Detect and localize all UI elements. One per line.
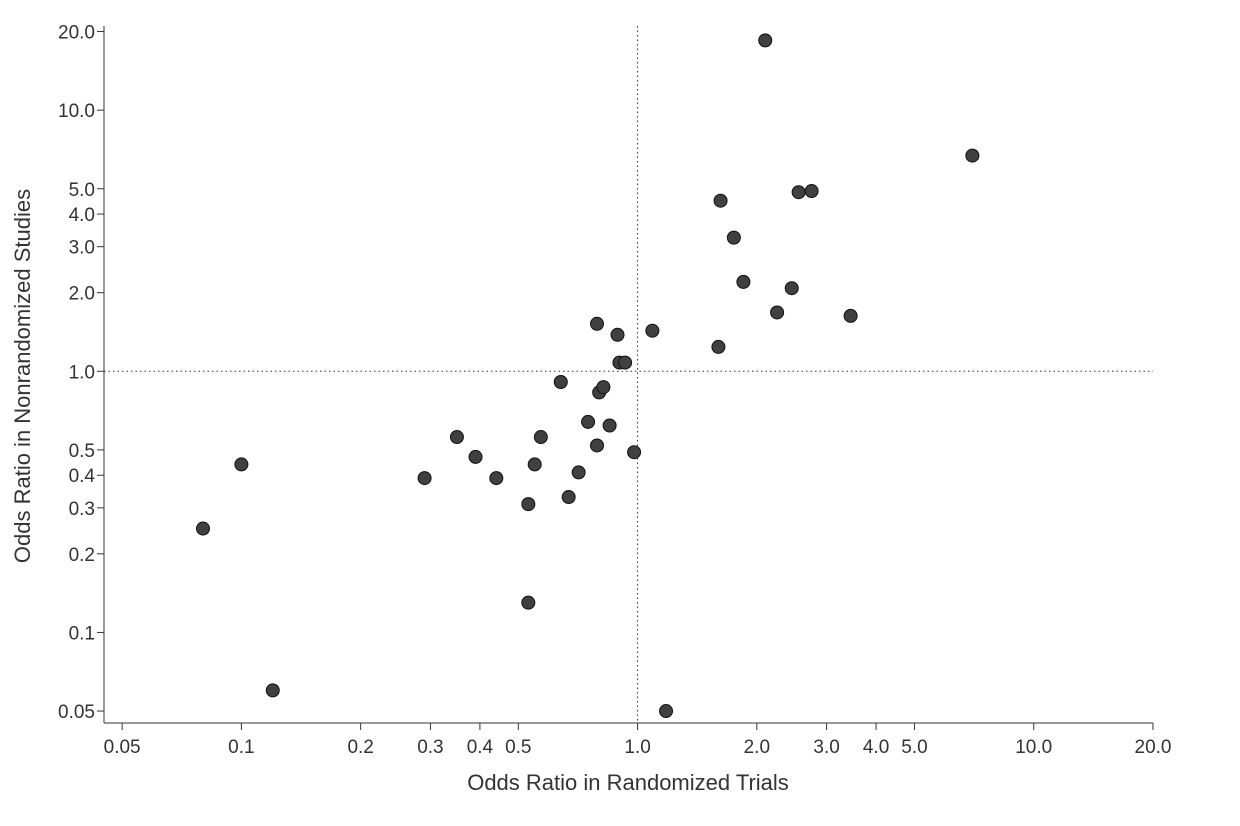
- data-point: [736, 274, 751, 289]
- x-tick-label: 10.0: [1015, 737, 1052, 758]
- x-tick-label: 0.1: [228, 737, 254, 758]
- data-point: [489, 471, 504, 486]
- data-point: [553, 374, 568, 389]
- y-tick-label: 3.0: [69, 238, 95, 259]
- data-point: [726, 230, 741, 245]
- data-point: [521, 497, 536, 512]
- y-tick-label: 0.5: [69, 441, 95, 462]
- data-point: [645, 323, 660, 338]
- data-point: [468, 449, 483, 464]
- x-tick-label: 0.2: [347, 737, 373, 758]
- x-tick-label: 1.0: [624, 737, 650, 758]
- data-point: [561, 490, 576, 505]
- data-points: [195, 33, 980, 719]
- data-point: [758, 33, 773, 48]
- data-point: [527, 457, 542, 472]
- y-tick-label: 2.0: [69, 284, 95, 305]
- y-axis-title: Odds Ratio in Nonrandomized Studies: [10, 189, 35, 563]
- y-tick-label: 0.3: [69, 499, 95, 520]
- data-point: [618, 355, 633, 370]
- data-point: [417, 471, 432, 486]
- data-point: [843, 308, 858, 323]
- data-point: [659, 704, 674, 719]
- y-tick-label: 10.0: [58, 101, 95, 122]
- y-tick-label: 20.0: [58, 23, 95, 44]
- x-tick-label: 0.05: [104, 737, 141, 758]
- data-point: [627, 445, 642, 460]
- data-point: [596, 380, 611, 395]
- x-tick-label: 20.0: [1135, 737, 1172, 758]
- data-point: [590, 316, 605, 331]
- reference-lines: [104, 26, 1153, 723]
- x-axis-ticks: 0.05 0.1 0.2 0.3 0.4 0.5 1.0 2.0 3.0 4.0 5.0 10.0 20…: [104, 723, 1172, 758]
- data-point: [234, 457, 249, 472]
- data-point: [533, 430, 548, 445]
- y-tick-label: 5.0: [69, 180, 95, 201]
- x-axis-title: Odds Ratio in Randomized Trials: [467, 770, 789, 795]
- data-point: [965, 148, 980, 163]
- y-tick-label: 0.1: [69, 623, 95, 644]
- y-tick-label: 0.05: [58, 702, 95, 723]
- x-tick-label: 0.3: [417, 737, 443, 758]
- data-point: [804, 184, 819, 199]
- x-tick-label: 4.0: [863, 737, 889, 758]
- data-point: [265, 683, 280, 698]
- y-axis-ticks: 0.05 0.1 0.2 0.3 0.4 0.5 1.0 2.0 3.0 4.0 5.0 10.0 20…: [58, 23, 104, 723]
- y-tick-label: 0.2: [69, 545, 95, 566]
- axes: [103, 26, 1153, 724]
- data-point: [791, 185, 806, 200]
- y-tick-label: 0.4: [69, 466, 96, 487]
- data-point: [784, 281, 799, 296]
- data-point: [590, 438, 605, 453]
- data-point: [770, 305, 785, 320]
- data-point: [713, 193, 728, 208]
- data-point: [610, 327, 625, 342]
- x-tick-label: 2.0: [744, 737, 770, 758]
- data-point: [195, 521, 210, 536]
- y-tick-label: 1.0: [69, 362, 95, 383]
- data-point: [581, 414, 596, 429]
- y-tick-label: 4.0: [69, 205, 95, 226]
- data-point: [711, 339, 726, 354]
- data-point: [602, 418, 617, 433]
- x-tick-label: 3.0: [813, 737, 839, 758]
- data-point: [521, 595, 536, 610]
- x-tick-label: 0.5: [505, 737, 531, 758]
- data-point: [571, 465, 586, 480]
- x-tick-label: 0.4: [467, 737, 494, 758]
- x-tick-label: 5.0: [901, 737, 927, 758]
- data-point: [449, 430, 464, 445]
